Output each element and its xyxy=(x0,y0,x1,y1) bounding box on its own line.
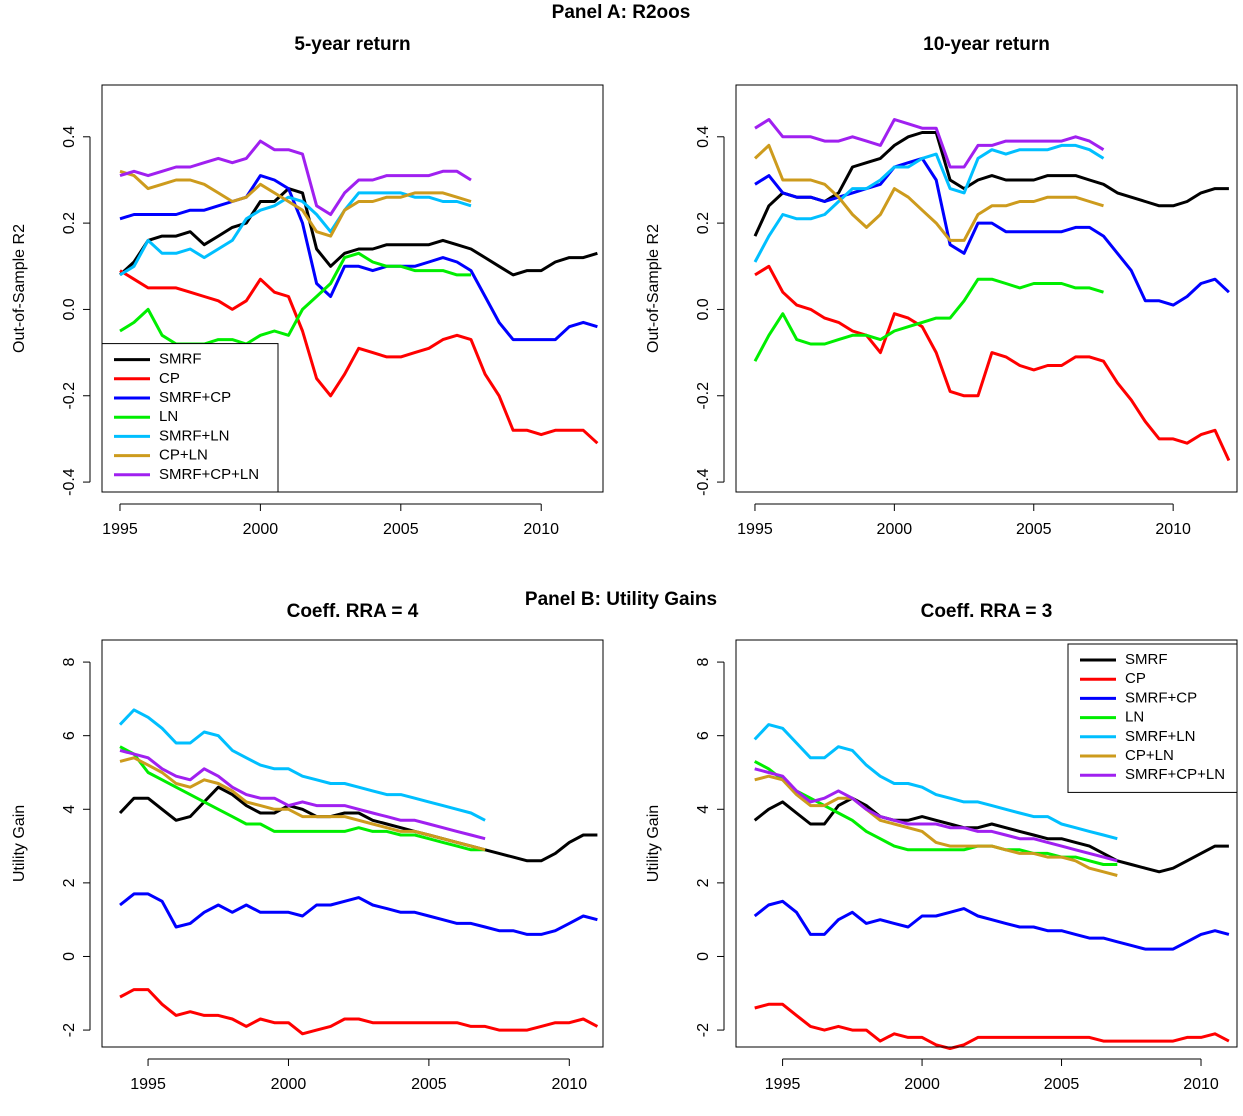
y-tick-label: 8 xyxy=(61,658,78,667)
x-tick-label: 1995 xyxy=(737,521,773,538)
chart-title: 5-year return xyxy=(294,34,410,55)
series-line xyxy=(754,767,1118,863)
plot-frame xyxy=(735,639,1238,1048)
y-tick-label: -2 xyxy=(61,1023,78,1037)
series-line xyxy=(753,899,1230,951)
x-tick-label: 2000 xyxy=(243,521,279,538)
legend-label: CP+LN xyxy=(159,447,208,464)
series-line xyxy=(753,131,1229,237)
series-line xyxy=(753,277,1104,362)
y-tick-label: 0.2 xyxy=(695,212,712,234)
x-tick-label: 2000 xyxy=(271,1076,307,1093)
y-tick-label: 2 xyxy=(695,878,712,887)
series-line xyxy=(754,156,1230,307)
legend-label: CP+LN xyxy=(1125,747,1174,764)
legend-label: SMRF+LN xyxy=(1125,728,1195,745)
series-line xyxy=(119,169,472,238)
y-tick-label: -0.2 xyxy=(695,382,712,410)
series-line xyxy=(119,988,599,1036)
y-axis-label: Out-of-Sample R2 xyxy=(11,224,28,353)
panel-title: Panel B: Utility Gains xyxy=(525,589,717,610)
series-line xyxy=(753,760,1118,866)
x-tick-label: 1995 xyxy=(102,521,138,538)
y-tick-label: -0.2 xyxy=(61,382,78,410)
series-line xyxy=(753,143,1105,263)
series-line xyxy=(753,796,1229,874)
y-tick-label: -0.4 xyxy=(695,468,712,496)
series-line xyxy=(119,174,598,342)
y-tick-label: -2 xyxy=(695,1023,712,1037)
y-tick-label: 0.0 xyxy=(695,298,712,320)
legend-label: SMRF+CP xyxy=(1125,689,1197,706)
legend-label: CP xyxy=(1125,670,1146,687)
series-line xyxy=(119,745,486,852)
x-tick-label: 2010 xyxy=(552,1076,588,1093)
series-line xyxy=(753,723,1118,841)
y-axis-label: Out-of-Sample R2 xyxy=(645,224,662,353)
plot-frame xyxy=(101,84,604,493)
plot-frame xyxy=(735,84,1238,493)
series-line xyxy=(119,748,486,841)
legend-label: LN xyxy=(159,408,178,425)
x-tick-label: 2005 xyxy=(411,1076,447,1093)
series-line xyxy=(119,139,472,216)
x-tick-label: 1995 xyxy=(765,1076,801,1093)
legend-label: CP xyxy=(159,370,180,387)
series-line xyxy=(119,251,471,346)
x-tick-label: 2000 xyxy=(904,1076,940,1093)
y-tick-label: 8 xyxy=(695,658,712,667)
series-line xyxy=(119,191,472,277)
series-line xyxy=(118,708,486,822)
series-line xyxy=(119,756,486,852)
legend-label: SMRF xyxy=(1125,651,1168,668)
x-tick-label: 2010 xyxy=(1183,1076,1219,1093)
y-tick-label: 4 xyxy=(695,805,712,814)
chart-title: Coeff. RRA = 3 xyxy=(921,601,1053,622)
legend-label: SMRF+CP+LN xyxy=(159,466,259,483)
legend-label: SMRF+LN xyxy=(159,427,229,444)
legend-label: LN xyxy=(1125,709,1144,726)
legend-label: SMRF+CP+LN xyxy=(1125,766,1225,783)
series-line xyxy=(118,785,598,863)
x-tick-label: 2005 xyxy=(383,521,419,538)
y-tick-label: 6 xyxy=(61,731,78,740)
y-tick-label: 0.0 xyxy=(61,298,78,320)
panel-title: Panel A: R2oos xyxy=(552,2,691,23)
y-tick-label: 0.4 xyxy=(61,126,78,148)
legend-label: SMRF xyxy=(159,351,202,368)
x-tick-label: 2010 xyxy=(523,521,559,538)
plot-frame xyxy=(101,639,604,1048)
x-tick-label: 2005 xyxy=(1016,521,1052,538)
series-line xyxy=(754,118,1105,169)
y-tick-label: 2 xyxy=(61,878,78,887)
y-axis-label: Utility Gain xyxy=(645,805,662,882)
series-line xyxy=(754,1002,1230,1050)
x-tick-label: 1995 xyxy=(130,1076,166,1093)
y-tick-label: 4 xyxy=(61,805,78,814)
chart-title: 10-year return xyxy=(923,34,1050,55)
series-line xyxy=(118,187,598,277)
y-tick-label: 0.2 xyxy=(61,212,78,234)
x-tick-label: 2010 xyxy=(1155,521,1191,538)
series-line xyxy=(754,264,1231,462)
series-line xyxy=(753,143,1104,242)
y-tick-label: 0.4 xyxy=(695,126,712,148)
chart-title: Coeff. RRA = 4 xyxy=(287,601,419,622)
y-tick-label: 6 xyxy=(695,731,712,740)
series-line xyxy=(754,774,1118,877)
y-axis-label: Utility Gain xyxy=(11,805,28,882)
y-tick-label: 0 xyxy=(695,952,712,961)
series-line xyxy=(119,269,599,445)
x-tick-label: 2005 xyxy=(1044,1076,1080,1093)
y-tick-label: 0 xyxy=(61,952,78,961)
x-tick-label: 2000 xyxy=(877,521,913,538)
y-tick-label: -0.4 xyxy=(61,468,78,496)
legend-label: SMRF+CP xyxy=(159,389,231,406)
series-line xyxy=(119,892,598,936)
